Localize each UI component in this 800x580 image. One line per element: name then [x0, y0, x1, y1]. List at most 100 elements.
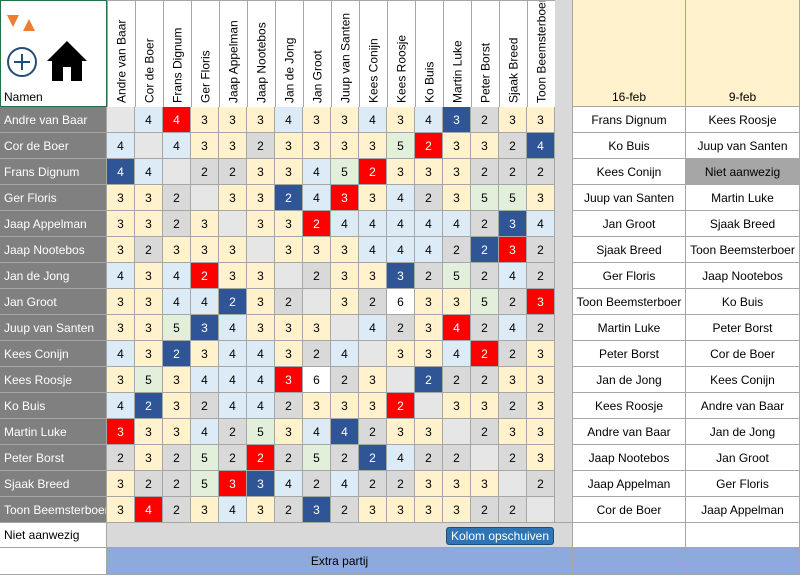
score-cell: 3: [331, 133, 359, 159]
round-name: Cor de Boer: [686, 341, 800, 367]
score-cell: 4: [107, 263, 135, 289]
score-cell: 3: [471, 471, 499, 497]
score-cell: [275, 263, 303, 289]
round-name: Niet aanwezig: [686, 159, 800, 185]
score-cell: 4: [135, 107, 163, 133]
score-cell: 5: [471, 289, 499, 315]
score-cell: 3: [443, 107, 471, 133]
score-cell: 4: [499, 263, 527, 289]
score-cell: 2: [331, 367, 359, 393]
round-date: 9-feb: [686, 0, 800, 107]
score-cell: 3: [191, 341, 219, 367]
extra-bar: Extra partij: [107, 548, 573, 575]
score-cell: 4: [387, 185, 415, 211]
round-name: Kees Roosje: [573, 393, 686, 419]
round-name: Juup van Santen: [686, 133, 800, 159]
score-cell: 3: [135, 315, 163, 341]
shift-button[interactable]: Kolom opschuiven: [446, 527, 554, 545]
round-name: Ger Floris: [686, 471, 800, 497]
score-cell: 4: [219, 497, 247, 523]
score-cell: 4: [331, 471, 359, 497]
score-cell: 2: [527, 237, 555, 263]
score-cell: 2: [135, 237, 163, 263]
score-cell: 4: [303, 159, 331, 185]
score-cell: 3: [359, 393, 387, 419]
score-cell: 2: [527, 263, 555, 289]
score-cell: 2: [331, 445, 359, 471]
score-cell: 2: [303, 263, 331, 289]
score-cell: 3: [331, 289, 359, 315]
score-cell: 3: [387, 341, 415, 367]
score-cell: 2: [471, 341, 499, 367]
column-header: Jan Groot: [303, 0, 331, 107]
score-cell: 3: [359, 185, 387, 211]
score-cell: 3: [191, 107, 219, 133]
score-cell: 5: [387, 133, 415, 159]
score-cell: 3: [135, 341, 163, 367]
score-cell: 2: [471, 367, 499, 393]
row-name: Sjaak Breed: [0, 471, 107, 497]
score-cell: 2: [471, 211, 499, 237]
round-date: 16-feb: [573, 0, 686, 107]
score-cell: 3: [219, 185, 247, 211]
score-cell: [135, 133, 163, 159]
round-blank: [686, 523, 800, 548]
score-cell: 2: [527, 471, 555, 497]
score-cell: [163, 159, 191, 185]
score-cell: 2: [499, 133, 527, 159]
row-name: Toon Beemsterboer: [0, 497, 107, 523]
score-cell: [107, 107, 135, 133]
round-name: Jaap Nootebos: [686, 263, 800, 289]
round-name: Martin Luke: [686, 185, 800, 211]
score-cell: 3: [415, 419, 443, 445]
score-cell: 2: [275, 393, 303, 419]
score-cell: 2: [499, 341, 527, 367]
score-cell: 3: [191, 211, 219, 237]
score-cell: 3: [275, 133, 303, 159]
round-name: Jan Groot: [573, 211, 686, 237]
round-name: Toon Beemsterboer: [686, 237, 800, 263]
score-cell: 3: [219, 133, 247, 159]
score-cell: 3: [387, 497, 415, 523]
score-cell: [359, 341, 387, 367]
score-cell: 3: [191, 237, 219, 263]
score-cell: 4: [219, 393, 247, 419]
score-cell: 3: [331, 263, 359, 289]
score-cell: 2: [359, 289, 387, 315]
round-name: Peter Borst: [573, 341, 686, 367]
score-cell: 3: [247, 211, 275, 237]
score-cell: 4: [191, 419, 219, 445]
score-cell: 3: [303, 393, 331, 419]
score-cell: 5: [499, 185, 527, 211]
row-name: Jaap Nootebos: [0, 237, 107, 263]
score-cell: 4: [303, 185, 331, 211]
score-cell: 4: [247, 393, 275, 419]
score-cell: 5: [135, 367, 163, 393]
round-name: Jaap Appelman: [573, 471, 686, 497]
row-name: Ko Buis: [0, 393, 107, 419]
score-cell: 3: [443, 289, 471, 315]
round-extra: [686, 562, 800, 575]
score-cell: 3: [499, 367, 527, 393]
score-cell: 3: [107, 367, 135, 393]
score-cell: 3: [191, 315, 219, 341]
score-cell: 3: [107, 471, 135, 497]
round-name: Cor de Boer: [573, 497, 686, 523]
score-cell: 3: [387, 419, 415, 445]
score-cell: 3: [163, 393, 191, 419]
score-cell: 4: [247, 367, 275, 393]
column-header: Martin Luke: [443, 0, 471, 107]
score-cell: 4: [415, 211, 443, 237]
score-cell: 4: [163, 107, 191, 133]
score-cell: 2: [191, 263, 219, 289]
score-cell: 3: [135, 289, 163, 315]
score-cell: 3: [219, 237, 247, 263]
score-cell: 3: [135, 445, 163, 471]
column-header: Juup van Santen: [331, 0, 359, 107]
score-cell: 3: [303, 107, 331, 133]
row-name: Juup van Santen: [0, 315, 107, 341]
row-name: Kees Roosje: [0, 367, 107, 393]
score-cell: 4: [191, 367, 219, 393]
score-cell: 3: [275, 419, 303, 445]
row-name: Jaap Appelman: [0, 211, 107, 237]
